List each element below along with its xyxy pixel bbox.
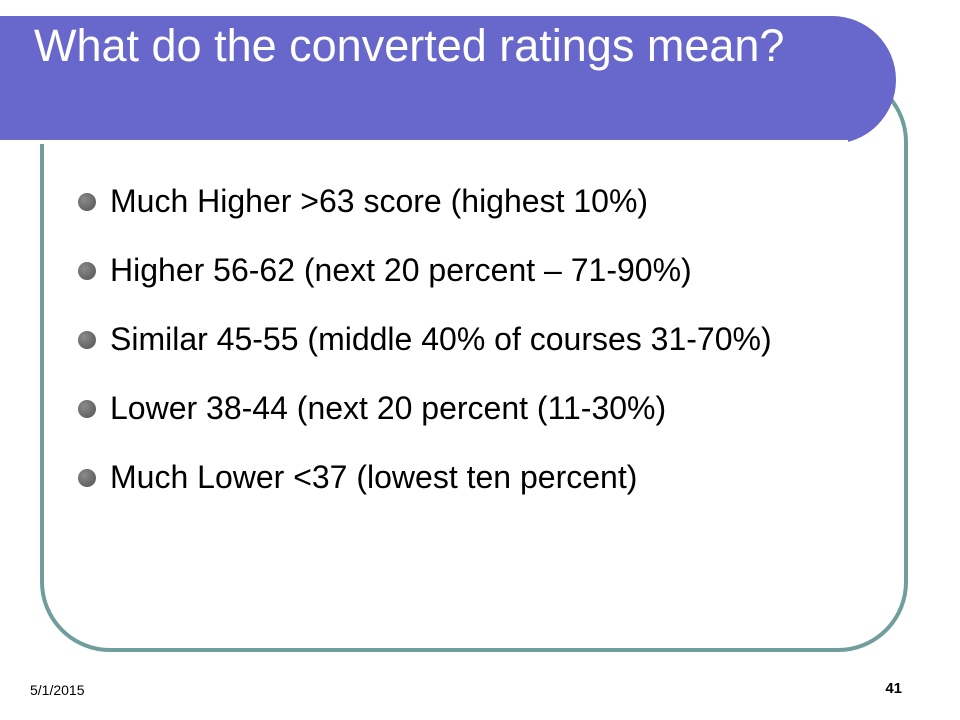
bullet-item: Much Lower <37 (lowest ten percent) [78,452,878,503]
page-number: 41 [885,680,902,697]
content-frame [40,72,908,652]
title-bar [0,16,896,144]
bullet-dot-icon [78,193,96,211]
bullet-item: Much Higher >63 score (highest 10%) [78,176,878,227]
slide-title: What do the converted ratings mean? [34,20,785,71]
bullet-item: Similar 45-55 (middle 40% of courses 31-… [78,314,878,365]
bullet-text: Higher 56-62 (next 20 percent – 71-90%) [110,252,692,288]
bullet-item: Lower 38-44 (next 20 percent (11-30%) [78,383,878,434]
bullet-dot-icon [78,262,96,280]
bullet-dot-icon [78,331,96,349]
bullet-list: Much Higher >63 score (highest 10%) High… [78,176,878,521]
bullet-dot-icon [78,400,96,418]
bullet-dot-icon [78,469,96,487]
bullet-text: Much Lower <37 (lowest ten percent) [110,459,638,495]
bullet-text: Lower 38-44 (next 20 percent (11-30%) [110,390,667,426]
title-underline [0,140,848,144]
bullet-item: Higher 56-62 (next 20 percent – 71-90%) [78,245,878,296]
bullet-text: Similar 45-55 (middle 40% of courses 31-… [110,321,772,357]
footer-date: 5/1/2015 [30,682,85,698]
bullet-text: Much Higher >63 score (highest 10%) [110,183,649,219]
